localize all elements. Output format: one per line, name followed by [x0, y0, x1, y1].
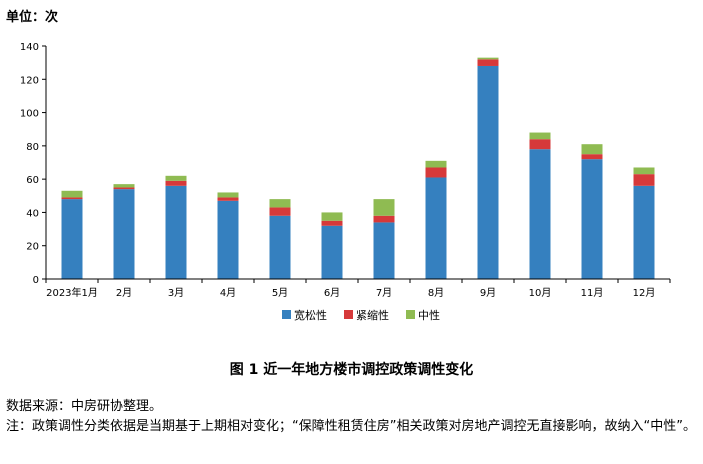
bar-segment	[113, 187, 135, 190]
bar-segment	[321, 212, 343, 221]
x-tick-label: 2月	[116, 287, 132, 299]
bar-segment	[165, 175, 187, 181]
y-tick-label: 140	[20, 42, 39, 53]
bar-segment	[113, 184, 135, 188]
x-tick-label: 12月	[633, 287, 656, 299]
y-tick-label: 60	[26, 175, 39, 186]
bar-segment	[61, 199, 83, 279]
bar-segment	[61, 197, 83, 200]
y-tick-label: 0	[33, 275, 39, 286]
bar-segment	[165, 185, 187, 279]
bar-segment	[321, 225, 343, 279]
bar-segment	[633, 185, 655, 279]
footnote: 注：政策调性分类依据是当期基于上期相对变化；“保障性租赁住房”相关政策对房地产调…	[6, 419, 696, 434]
bar-segment	[165, 180, 187, 186]
bar-segment	[321, 220, 343, 226]
legend-swatch	[406, 310, 415, 319]
x-tick-label: 8月	[428, 287, 444, 299]
bar-segment	[269, 207, 291, 216]
legend-swatch	[344, 310, 353, 319]
bar-segment	[529, 132, 551, 140]
y-tick-label: 20	[26, 242, 39, 253]
bar-segment	[581, 154, 603, 160]
bar-segment	[425, 160, 447, 168]
stacked-bar-chart: 0 20 40 60 80 100 120 140 2023年1月 2月 3月 4月 5月 6月 7月 8月 9…	[20, 42, 671, 322]
bar-segment	[425, 177, 447, 279]
bar-segment	[113, 189, 135, 279]
y-tick-label: 80	[26, 142, 39, 153]
legend-label: 中性	[418, 308, 440, 322]
bar-segment	[529, 139, 551, 150]
bar-segment	[217, 197, 239, 201]
x-tick-label: 5月	[272, 287, 288, 299]
x-tick-label: 7月	[376, 287, 392, 299]
y-tick-label: 100	[20, 109, 39, 120]
x-tick-label: 11月	[581, 287, 604, 299]
x-tick-label: 6月	[324, 287, 340, 299]
figure-title: 图 1 近一年地方楼市调控政策调性变化	[229, 362, 474, 378]
bar-segment	[217, 192, 239, 198]
bar-segment	[633, 167, 655, 175]
bar-segment	[477, 57, 499, 60]
bar-segment	[529, 149, 551, 279]
bar-segment	[425, 167, 447, 178]
bar-segment	[633, 174, 655, 186]
x-tick-label: 10月	[529, 287, 552, 299]
bar-segment	[373, 199, 395, 216]
bar-segment	[373, 222, 395, 279]
bar-segment	[477, 59, 499, 66]
bar-segment	[581, 159, 603, 279]
bar-segment	[373, 215, 395, 223]
x-tick-label: 4月	[220, 287, 236, 299]
bar-segment	[269, 199, 291, 208]
x-tick-label: 9月	[480, 287, 496, 299]
legend-label: 宽松性	[294, 308, 327, 322]
legend-swatch	[282, 310, 291, 319]
bar-segment	[269, 215, 291, 279]
x-tick-label: 3月	[168, 287, 184, 299]
y-tick-label: 120	[20, 75, 39, 86]
legend-label: 紧缩性	[356, 308, 389, 322]
y-tick-label: 40	[26, 208, 39, 219]
x-tick-label: 2023年1月	[46, 286, 98, 299]
bar-segment	[477, 65, 499, 279]
data-source: 数据来源：中房研协整理。	[6, 399, 163, 414]
bar-segment	[61, 190, 83, 198]
bar-segment	[217, 200, 239, 279]
bar-segment	[581, 144, 603, 155]
unit-label: 单位：次	[6, 10, 59, 25]
